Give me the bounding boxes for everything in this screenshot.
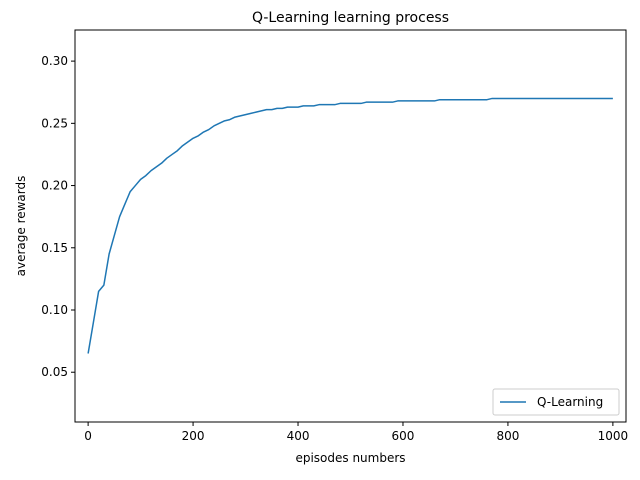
y-axis: 0.05 0.10 0.15 0.20 0.25 0.30 <box>41 54 75 379</box>
y-tick-label: 0.15 <box>41 241 68 255</box>
legend-box <box>492 388 620 416</box>
y-tick-label: 0.10 <box>41 303 68 317</box>
plot-area <box>87 97 613 354</box>
x-axis: 0 200 400 600 800 1000 <box>84 422 628 443</box>
y-axis-label: average rewards <box>14 176 28 277</box>
y-tick-label: 0.20 <box>41 179 68 193</box>
x-tick-label: 800 <box>496 429 519 443</box>
y-tick-label: 0.30 <box>41 54 68 68</box>
chart-title: Q-Learning learning process <box>252 10 449 26</box>
axes-frame <box>74 29 627 423</box>
x-tick-label: 1000 <box>598 429 629 443</box>
x-tick-label: 200 <box>182 429 205 443</box>
legend: Q-Learning <box>492 388 620 416</box>
x-axis-label: episodes numbers <box>295 451 405 465</box>
x-tick-label: 400 <box>287 429 310 443</box>
legend-label: Q-Learning <box>537 395 603 409</box>
y-tick-label: 0.05 <box>41 365 68 379</box>
series-line-q-learning <box>87 97 613 354</box>
x-tick-label: 0 <box>84 429 92 443</box>
y-tick-label: 0.25 <box>41 116 68 130</box>
x-tick-label: 600 <box>392 429 415 443</box>
